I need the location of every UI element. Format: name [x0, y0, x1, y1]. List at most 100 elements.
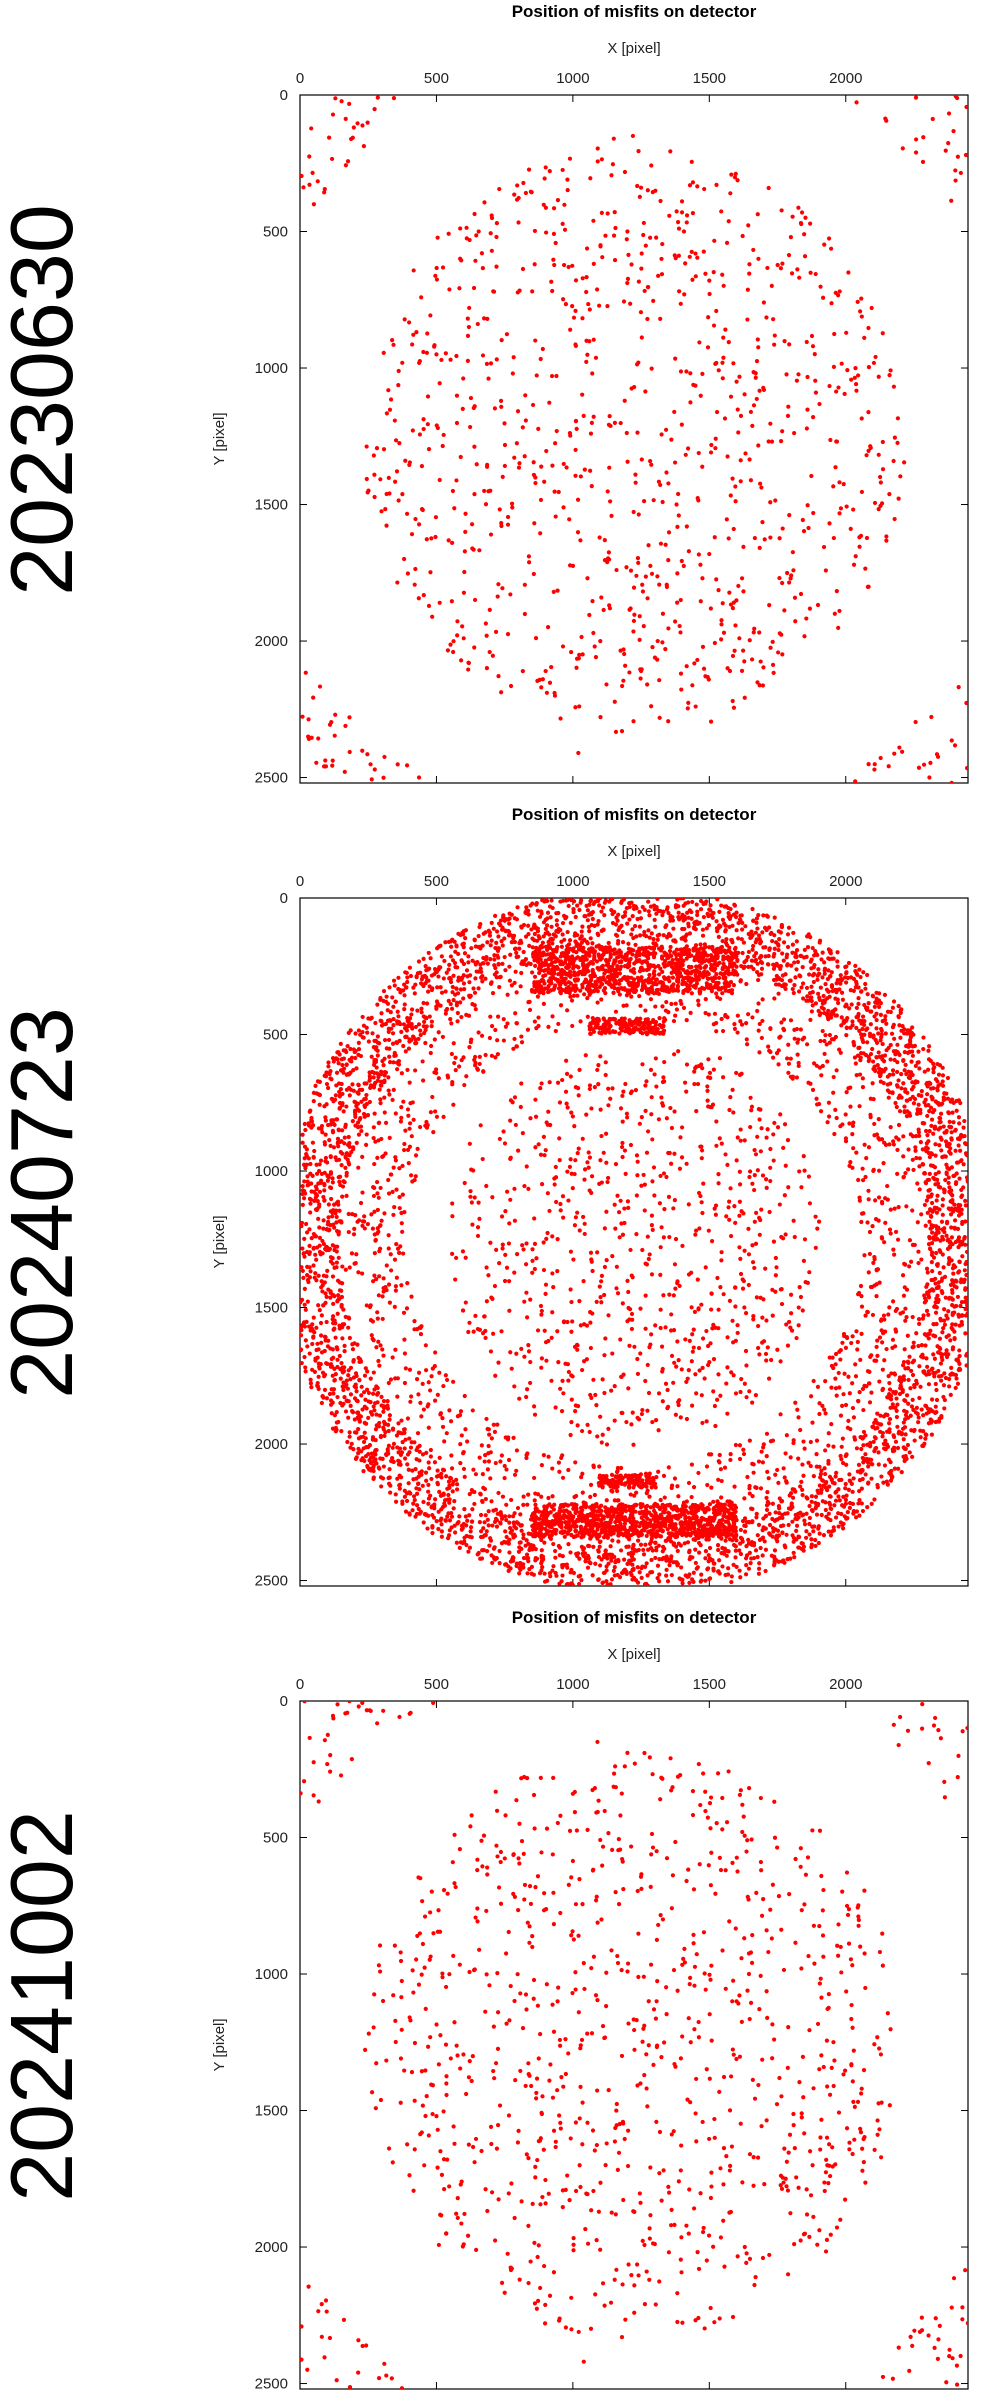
data-point [483, 976, 488, 981]
data-point [737, 1568, 742, 1573]
data-point [865, 1040, 870, 1045]
data-point [590, 599, 595, 604]
data-point [520, 266, 526, 272]
data-point [699, 1578, 704, 1583]
data-point [386, 1029, 391, 1034]
data-point [404, 985, 409, 990]
data-point [666, 719, 671, 724]
data-point [674, 502, 679, 507]
data-point [489, 938, 494, 943]
data-point [310, 1341, 315, 1347]
y-tick-label: 1500 [255, 1300, 288, 1317]
data-point [356, 1108, 362, 1113]
data-point [724, 517, 729, 522]
data-point [424, 968, 429, 973]
data-point [396, 1430, 401, 1435]
data-point [455, 1487, 460, 1492]
data-point [866, 1464, 871, 1469]
data-point [565, 187, 570, 193]
data-point [852, 375, 857, 380]
data-point [325, 1344, 330, 1349]
data-point [588, 898, 593, 904]
data-point [608, 898, 614, 902]
data-point [601, 1553, 607, 1558]
data-point [908, 1413, 913, 1418]
data-point [603, 898, 608, 903]
data-point [907, 1049, 912, 1054]
data-point [963, 1203, 968, 1208]
data-point [921, 1046, 926, 1052]
data-point [600, 1580, 605, 1586]
data-point [947, 1296, 952, 1301]
data-point [551, 589, 556, 594]
data-point [676, 513, 681, 518]
data-point [861, 1039, 866, 1045]
data-point [598, 715, 603, 720]
data-point [497, 1548, 502, 1554]
data-point [930, 1209, 935, 1214]
data-point [780, 973, 786, 978]
data-point [429, 1019, 435, 1024]
data-point [593, 1561, 598, 1566]
data-point [454, 1003, 459, 1008]
data-point [785, 962, 790, 967]
data-point [493, 629, 499, 635]
data-point [515, 905, 520, 910]
data-point [853, 1515, 859, 1520]
data-point [847, 1472, 852, 1477]
data-point [579, 1578, 584, 1583]
data-point [934, 1321, 939, 1327]
data-point [941, 1394, 946, 1400]
data-point [508, 683, 514, 689]
data-point [660, 640, 665, 645]
data-point [573, 473, 578, 478]
data-point [379, 1011, 384, 1016]
data-point [390, 1445, 395, 1450]
data-point [341, 1109, 346, 1114]
data-point [598, 1414, 603, 1419]
data-point [388, 1010, 393, 1015]
data-point [309, 1115, 314, 1121]
y-tick-label: 2500 [255, 1573, 288, 1590]
data-point [742, 695, 747, 700]
data-point [816, 1008, 821, 1014]
data-point [343, 1124, 348, 1130]
data-point [757, 545, 762, 550]
data-point [342, 1141, 347, 1146]
data-point [860, 1476, 865, 1482]
data-point [638, 676, 643, 681]
data-point [494, 970, 499, 975]
data-point [648, 1570, 653, 1575]
data-point [755, 212, 760, 217]
data-point [793, 619, 798, 624]
data-point [434, 1474, 440, 1479]
data-point [927, 1187, 932, 1193]
data-point [802, 1522, 808, 1527]
data-point [512, 192, 517, 197]
data-point [521, 180, 526, 186]
data-point [407, 1436, 412, 1441]
data-point [866, 1001, 871, 1006]
data-point [737, 374, 742, 379]
data-point [418, 1509, 423, 1514]
data-point [612, 257, 618, 263]
data-point [341, 1380, 346, 1385]
data-point [879, 1474, 884, 1479]
data-point [902, 1425, 908, 1430]
data-point [828, 437, 833, 443]
data-point [381, 775, 386, 780]
data-point [940, 1079, 945, 1084]
data-point [753, 951, 759, 956]
data-point [678, 301, 683, 306]
data-point [720, 360, 725, 365]
data-point [493, 913, 498, 918]
data-point [376, 1041, 382, 1046]
data-point [439, 1471, 444, 1476]
data-point [637, 614, 642, 619]
data-point [868, 1051, 874, 1057]
data-point [641, 1552, 647, 1557]
data-point [362, 1097, 367, 1102]
data-point [660, 913, 665, 918]
data-point [809, 957, 814, 962]
data-point [516, 465, 522, 470]
